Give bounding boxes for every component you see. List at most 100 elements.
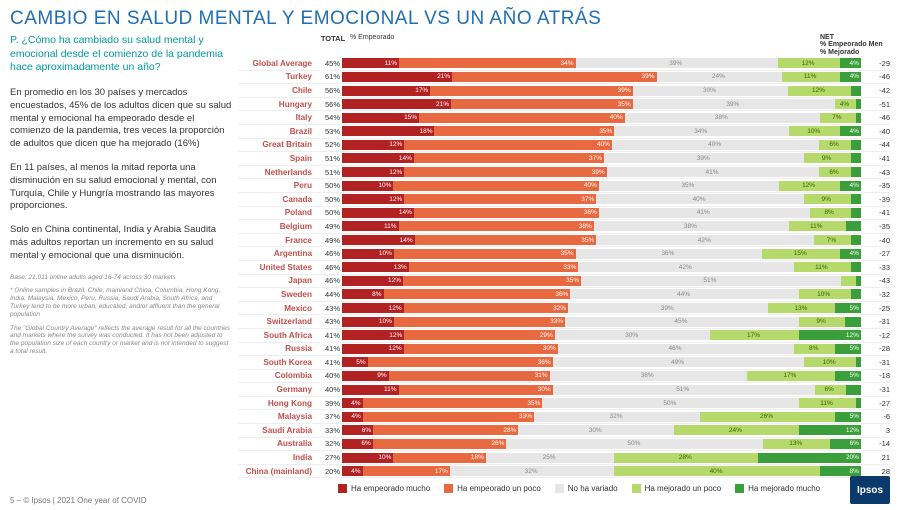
- bar-seg-bl: 6%: [815, 385, 846, 395]
- bar-seg-wb: 36%: [384, 289, 571, 299]
- bar-seg-nc: 30%: [518, 425, 674, 435]
- table-row: Sweden44%8%36%44%10%-32: [238, 288, 890, 302]
- total-pct: 32%: [316, 439, 342, 448]
- total-pct: 46%: [316, 263, 342, 272]
- bar-seg-bm: [851, 235, 861, 245]
- bar-seg-bl: 9%: [804, 153, 850, 163]
- bar-seg-wl: 12%: [342, 276, 403, 286]
- total-pct: 50%: [316, 208, 342, 217]
- bar-seg-bl: 28%: [614, 453, 758, 463]
- total-pct: 50%: [316, 195, 342, 204]
- bar-seg-wb: 35%: [363, 398, 543, 408]
- bar-seg-wb: 36%: [368, 357, 553, 367]
- table-row: Italy54%15%40%38%7%-46: [238, 111, 890, 125]
- bar-seg-bl: 6%: [819, 140, 850, 150]
- bar-seg-wb: 39%: [430, 86, 632, 96]
- bar-seg-nc: 39%: [568, 303, 768, 313]
- country-label: Great Britain: [238, 140, 316, 149]
- country-label: Argentina: [238, 249, 316, 258]
- survey-question: P. ¿Cómo ha cambiado su salud mental y e…: [10, 34, 232, 75]
- stacked-bar: 12%30%46%8%5%: [342, 344, 861, 354]
- table-row: China (mainland)20%4%17%32%40%8%28: [238, 465, 890, 479]
- bar-seg-wl: 12%: [342, 140, 404, 150]
- bar-seg-nc: 32%: [534, 412, 700, 422]
- stacked-bar: 4%17%32%40%8%: [342, 466, 861, 476]
- bar-seg-bm: [845, 317, 861, 327]
- bar-seg-bl: 9%: [804, 194, 851, 204]
- bar-seg-nc: 45%: [565, 317, 799, 327]
- stacked-bar: 8%36%44%10%: [342, 289, 861, 299]
- legend-bl: Ha mejorado un poco: [632, 484, 722, 493]
- chart-rows: Global Average45%11%34%39%12%4%-29Turkey…: [238, 57, 890, 478]
- bar-seg-wl: 11%: [342, 221, 399, 231]
- total-pct: 50%: [316, 181, 342, 190]
- bar-seg-bl: 17%: [710, 330, 798, 340]
- bar-seg-bm: 4%: [840, 58, 861, 68]
- total-pct: 41%: [316, 331, 342, 340]
- bar-seg-bl: 7%: [820, 113, 856, 123]
- net-value: -25: [861, 304, 890, 313]
- legend: Ha empeorado mucho Ha empeorado un poco …: [338, 484, 890, 493]
- total-pct: 39%: [316, 399, 342, 408]
- bar-seg-bm: [851, 167, 861, 177]
- header-net-sub2: % Mejorado: [820, 49, 890, 56]
- stacked-bar: 21%35%39%4%: [342, 99, 861, 109]
- bar-seg-nc: 42%: [596, 235, 814, 245]
- bar-seg-nc: 51%: [553, 385, 815, 395]
- net-value: -29: [861, 59, 890, 68]
- bar-seg-wb: 39%: [452, 72, 656, 82]
- left-column: P. ¿Cómo ha cambiado su salud mental y e…: [10, 34, 238, 493]
- bar-seg-nc: 32%: [450, 466, 614, 476]
- net-value: 3: [861, 426, 890, 435]
- total-pct: 46%: [316, 276, 342, 285]
- stacked-bar: 12%40%40%6%: [342, 140, 861, 150]
- header-total: TOTAL: [316, 34, 350, 43]
- bar-seg-wb: 28%: [373, 425, 518, 435]
- stacked-bar: 11%34%39%12%4%: [342, 58, 861, 68]
- table-row: Global Average45%11%34%39%12%4%-29: [238, 57, 890, 71]
- header-net: NET: [820, 34, 890, 41]
- country-label: South Korea: [238, 358, 316, 367]
- country-label: Hong Kong: [238, 399, 316, 408]
- total-pct: 40%: [316, 371, 342, 380]
- net-value: -33: [861, 263, 890, 272]
- bar-seg-bl: 12%: [779, 181, 841, 191]
- bar-seg-bl: 4%: [835, 99, 856, 109]
- country-label: Malaysia: [238, 412, 316, 421]
- bar-seg-nc: 36%: [576, 249, 763, 259]
- bar-seg-wl: 21%: [342, 72, 452, 82]
- bar-seg-bl: 10%: [789, 126, 840, 136]
- total-pct: 33%: [316, 426, 342, 435]
- bar-seg-nc: 40%: [596, 194, 804, 204]
- bar-seg-bm: [846, 385, 861, 395]
- total-pct: 51%: [316, 154, 342, 163]
- bar-seg-wb: 37%: [404, 194, 596, 204]
- net-value: -40: [861, 127, 890, 136]
- country-label: Poland: [238, 208, 316, 217]
- footnote-avg: The "Global Country Average" reflects th…: [10, 325, 232, 356]
- bar-seg-wl: 6%: [342, 425, 373, 435]
- country-label: Saudi Arabia: [238, 426, 316, 435]
- bar-seg-wb: 35%: [415, 235, 597, 245]
- bar-seg-nc: 39%: [576, 58, 778, 68]
- bar-seg-bm: 4%: [840, 181, 861, 191]
- country-label: Sweden: [238, 290, 316, 299]
- country-label: Spain: [238, 154, 316, 163]
- net-value: -43: [861, 276, 890, 285]
- country-label: Australia: [238, 439, 316, 448]
- net-value: -18: [861, 371, 890, 380]
- net-value: -40: [861, 236, 890, 245]
- stacked-bar: 10%33%45%9%: [342, 317, 861, 327]
- country-label: Mexico: [238, 304, 316, 313]
- bar-seg-wl: 10%: [342, 181, 393, 191]
- bar-seg-bl: 8%: [810, 208, 851, 218]
- bar-seg-bm: [846, 221, 861, 231]
- bar-seg-bm: [856, 398, 861, 408]
- total-pct: 49%: [316, 236, 342, 245]
- net-value: 21: [861, 453, 890, 462]
- net-value: -28: [861, 344, 890, 353]
- total-pct: 56%: [316, 86, 342, 95]
- bar-seg-bm: [856, 99, 861, 109]
- bar-seg-nc: 30%: [555, 330, 711, 340]
- legend-bm: Ha mejorado mucho: [735, 484, 820, 493]
